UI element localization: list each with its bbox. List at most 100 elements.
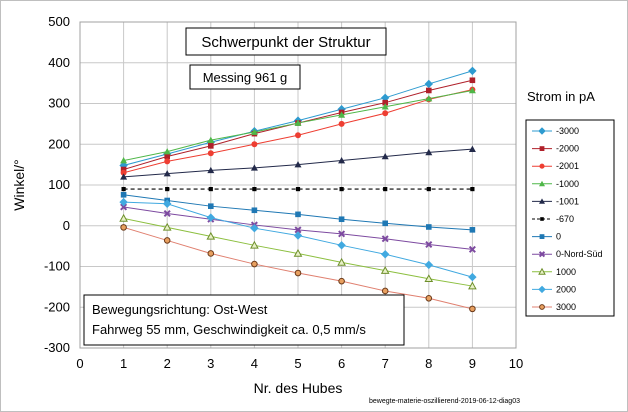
- legend-label: 0-Nord-Süd: [556, 249, 603, 259]
- data-point: [337, 241, 346, 250]
- data-point: [252, 186, 257, 192]
- series-0-Nord-Süd: [120, 203, 476, 253]
- legend-label: -1000: [556, 179, 579, 189]
- chart-title: Schwerpunkt der Struktur: [201, 34, 370, 51]
- data-point: [426, 186, 431, 192]
- data-point: [381, 152, 389, 160]
- data-point: [383, 186, 388, 192]
- legend-swatch-marker: [539, 163, 545, 169]
- y-tick-label: -300: [44, 340, 70, 355]
- data-point: [469, 227, 476, 233]
- data-point: [424, 274, 434, 283]
- data-point: [382, 99, 388, 106]
- data-point: [381, 287, 389, 295]
- data-point: [295, 211, 301, 218]
- legend-item: 0: [532, 232, 561, 242]
- data-point: [251, 260, 258, 268]
- data-point: [468, 272, 477, 282]
- annotation-line-1: Bewegungsrichtung: Ost-West: [92, 302, 268, 317]
- legend-swatch-marker: [539, 198, 545, 204]
- data-point: [294, 161, 302, 168]
- data-point: [469, 77, 476, 84]
- y-tick-label: 500: [48, 14, 70, 29]
- data-point: [207, 136, 215, 143]
- data-point: [250, 164, 258, 171]
- x-tick-label: 6: [338, 356, 345, 371]
- data-point: [381, 235, 389, 243]
- data-point: [207, 150, 214, 157]
- data-point: [250, 240, 259, 249]
- data-point: [294, 269, 302, 277]
- data-point: [424, 260, 434, 270]
- data-point: [162, 199, 172, 208]
- data-point: [380, 266, 390, 274]
- data-point: [206, 231, 216, 240]
- legend-item: -3000: [532, 126, 579, 136]
- data-point: [163, 148, 171, 155]
- data-point: [468, 86, 476, 94]
- data-point: [468, 245, 476, 253]
- series-3000: [120, 224, 476, 313]
- data-point: [120, 203, 128, 211]
- data-point: [295, 132, 301, 139]
- series--1001: [120, 145, 476, 180]
- legend-swatch-marker: [539, 146, 545, 151]
- data-point: [338, 277, 345, 285]
- data-point: [382, 110, 389, 117]
- data-point: [468, 145, 476, 152]
- y-tick-label: -100: [44, 259, 70, 274]
- annotation-line-2: Fahrweg 55 mm, Geschwindigkeit ca. 0,5 m…: [92, 322, 366, 337]
- legend-label: 1000: [556, 267, 576, 277]
- series-2000: [119, 197, 477, 282]
- data-point: [208, 186, 213, 192]
- data-point: [338, 230, 346, 238]
- data-point: [338, 157, 346, 164]
- data-point: [251, 207, 258, 214]
- data-point: [294, 226, 302, 234]
- data-point: [162, 222, 172, 231]
- data-point: [295, 186, 301, 192]
- series--670: [121, 186, 475, 192]
- x-tick-label: 5: [294, 356, 301, 371]
- legend-item: -1001: [532, 196, 579, 206]
- data-point: [120, 169, 127, 176]
- data-point: [425, 294, 433, 302]
- data-point: [338, 111, 346, 118]
- subtitle-box: [189, 64, 301, 90]
- x-tick-label: 2: [164, 356, 171, 371]
- data-point: [165, 186, 170, 192]
- legend-swatch-marker: [538, 267, 546, 275]
- data-point: [120, 224, 127, 231]
- legend-swatch-marker: [539, 180, 545, 187]
- data-point: [120, 173, 128, 180]
- legend-label: 2000: [556, 284, 576, 294]
- legend-item: -2001: [532, 161, 579, 171]
- legend-swatch-marker: [538, 251, 546, 258]
- legend-label: -1001: [556, 196, 579, 206]
- data-point: [164, 153, 170, 160]
- series-1000: [119, 213, 477, 290]
- data-point: [381, 103, 389, 110]
- data-point: [470, 186, 475, 192]
- title-box: [185, 27, 387, 56]
- data-point: [468, 281, 477, 290]
- y-tick-label: 300: [48, 96, 70, 111]
- x-tick-label: 1: [120, 356, 127, 371]
- data-point: [163, 210, 171, 218]
- data-point: [469, 305, 476, 313]
- data-point: [338, 216, 345, 223]
- x-tick-label: 7: [382, 356, 389, 371]
- legend-label: -2001: [556, 161, 579, 171]
- legend-label: -3000: [556, 126, 579, 136]
- chart-subtitle: Messing 961 g: [203, 70, 288, 85]
- x-tick-label: 3: [207, 356, 214, 371]
- data-point: [293, 231, 303, 240]
- data-point: [425, 240, 433, 249]
- legend-item: 3000: [532, 302, 576, 312]
- legend-item: -670: [532, 214, 574, 224]
- y-tick-label: 200: [48, 136, 70, 151]
- data-point: [206, 213, 216, 222]
- data-point: [208, 143, 214, 149]
- data-point: [339, 186, 344, 192]
